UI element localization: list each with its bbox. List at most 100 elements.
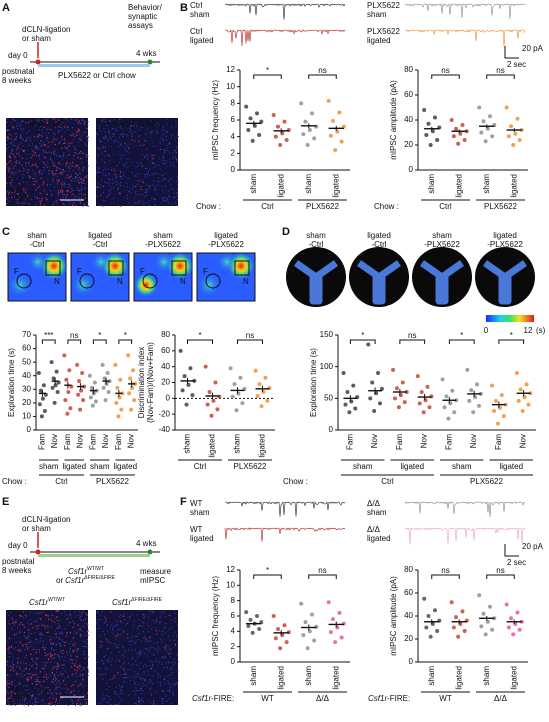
- sig-label: *: [460, 331, 463, 340]
- sig-label: ns: [496, 566, 504, 575]
- data-point: [126, 353, 131, 358]
- data-point: [471, 410, 476, 415]
- text-part: -FIRE:: [211, 694, 234, 703]
- label: Csf1rWT/WT: [29, 597, 65, 607]
- x-tick-label: sham: [249, 666, 258, 686]
- axis-title: (Nov-Fam)/(Nov+Fam): [146, 342, 155, 423]
- text-part: Csf1r: [192, 694, 211, 703]
- trace-label: ligated: [367, 36, 391, 45]
- data-point: [495, 421, 500, 426]
- data-point: [51, 376, 56, 381]
- data-point: [479, 130, 484, 135]
- text-part: WT/WT: [87, 566, 104, 572]
- data-point: [299, 601, 304, 606]
- condition-label: ligated: [493, 231, 517, 240]
- x-tick-label: ligated: [276, 666, 285, 690]
- axis-title: mIPSC frequency (Hz): [211, 576, 220, 656]
- condition-label: ligated: [214, 231, 238, 240]
- trace-label: Ctrl: [190, 1, 203, 10]
- heat: [71, 273, 95, 297]
- data-point: [421, 410, 426, 415]
- data-point: [278, 646, 283, 651]
- data-point: [104, 381, 109, 386]
- x-tick-label: sham: [233, 434, 242, 454]
- data-point: [257, 627, 262, 632]
- data-point: [377, 401, 382, 406]
- label: Csf1rWT/WT: [68, 566, 104, 576]
- data-point: [77, 379, 82, 384]
- trace-label: Δ/Δ: [367, 525, 381, 534]
- heat: [217, 252, 237, 272]
- data-point: [254, 111, 259, 116]
- label: PLX5622 or Ctrl chow: [58, 71, 136, 80]
- y-tick-label: 20: [404, 634, 413, 643]
- group-label: Ctrl: [194, 462, 207, 471]
- color-bar: [486, 315, 534, 322]
- x-tick-label: sham: [482, 666, 491, 686]
- data-point: [456, 141, 461, 146]
- sig-label: ns: [441, 66, 449, 75]
- data-point: [446, 416, 451, 421]
- group-label: Δ/Δ: [494, 694, 508, 703]
- data-point: [483, 632, 488, 637]
- group-label: Ctrl: [381, 477, 394, 486]
- data-point: [132, 398, 137, 403]
- data-point: [66, 390, 71, 394]
- group-label: PLX5622: [470, 477, 503, 486]
- data-point: [490, 383, 495, 388]
- data-point: [347, 410, 352, 415]
- data-point: [515, 610, 520, 615]
- y-tick-label: 50: [324, 393, 333, 402]
- data-point: [301, 633, 306, 638]
- data-point: [178, 348, 183, 353]
- iba1-signal: [6, 118, 90, 207]
- group-label: sham: [39, 462, 59, 471]
- sig-bracket: [41, 339, 56, 344]
- group-label: PLX5622: [96, 477, 129, 486]
- trace-label: WT: [190, 525, 203, 534]
- data-point: [36, 371, 41, 375]
- treatment-bar: [38, 64, 150, 67]
- data-point: [42, 409, 47, 413]
- data-point: [246, 128, 251, 132]
- data-point: [422, 596, 427, 601]
- sig-bracket: [498, 339, 525, 344]
- y-tick-label: 6: [231, 115, 236, 124]
- x-tick-label: Nov: [127, 434, 136, 448]
- data-point: [250, 138, 255, 143]
- data-point: [238, 375, 243, 380]
- group-prefix: Csf1r-FIRE:: [368, 694, 410, 703]
- data-point: [102, 376, 107, 381]
- y-tick-label: 8: [231, 98, 236, 107]
- condition-label: -Ctrl: [29, 240, 44, 249]
- data-point: [396, 405, 401, 410]
- data-point: [379, 386, 384, 391]
- axis-title: mIPSC amplitude (pA): [389, 576, 398, 656]
- timepoint: [147, 59, 153, 65]
- data-point: [326, 600, 331, 605]
- heat: [197, 273, 221, 297]
- label: N: [117, 277, 123, 286]
- data-point: [282, 119, 287, 124]
- data-point: [467, 398, 472, 403]
- label: DAPI: [9, 194, 28, 203]
- dapi-signal: [96, 610, 179, 706]
- heat: [91, 252, 111, 272]
- y-tick-label: 10: [226, 82, 235, 91]
- data-point: [490, 627, 495, 632]
- data-point: [326, 98, 331, 103]
- trace-label: ligated: [190, 36, 214, 45]
- label: Csf1rΔFIRE/ΔFIRE: [112, 597, 163, 607]
- data-point: [524, 382, 529, 387]
- data-point: [131, 368, 136, 373]
- axis-title: mIPSC amplitude (pA): [389, 80, 398, 160]
- data-point: [368, 396, 373, 401]
- label: Iba1: [9, 684, 25, 693]
- sig-bracket: [308, 74, 337, 79]
- trace: [404, 527, 526, 545]
- data-point: [333, 640, 338, 645]
- text-part: ΔFIRE/ΔFIRE: [131, 597, 163, 603]
- trace: [404, 501, 526, 518]
- y-tick-label: 0: [409, 657, 414, 666]
- data-point: [343, 402, 348, 407]
